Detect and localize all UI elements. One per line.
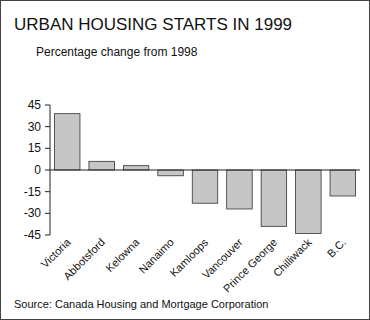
subtitle: Percentage change from 1998 (36, 45, 198, 59)
y-tick-label: -45 (24, 228, 42, 242)
source: Source: Canada Housing and Mortgage Corp… (14, 298, 268, 310)
bars (54, 114, 355, 234)
y-tick-label: 30 (28, 120, 42, 134)
y-tick-label: 0 (34, 163, 41, 177)
bar (54, 114, 79, 170)
y-tick-label: 15 (28, 141, 42, 155)
bar (192, 170, 217, 203)
bar (330, 170, 355, 196)
chart-svg: URBAN HOUSING STARTS IN 1999 Percentage c… (0, 0, 370, 320)
bar (89, 161, 114, 170)
bar (227, 170, 252, 209)
bar (123, 166, 148, 170)
bar (261, 170, 286, 226)
y-tick (45, 170, 50, 171)
x-tick-label: B.C. (325, 236, 349, 260)
frame (1, 1, 370, 320)
y-tick-label: -30 (24, 206, 42, 220)
x-tick-label: Victoria (38, 235, 73, 270)
y-tick (45, 126, 50, 127)
y-tick (45, 213, 50, 214)
x-tick-label: Abbotsford (61, 236, 107, 282)
y-tick (45, 105, 50, 106)
y-tick-label: 45 (28, 98, 42, 112)
bar (158, 170, 183, 176)
y-tick (45, 148, 50, 149)
x-tick-label: Chilliwack (271, 236, 314, 279)
chart-container: URBAN HOUSING STARTS IN 1999 Percentage c… (0, 0, 370, 320)
y-tick (45, 191, 50, 192)
x-tick-label: Prince George (221, 236, 280, 295)
y-tick (45, 235, 50, 236)
bar (296, 170, 321, 234)
title: URBAN HOUSING STARTS IN 1999 (14, 15, 292, 34)
zero-line (50, 170, 360, 171)
y-tick-label: -15 (24, 185, 42, 199)
